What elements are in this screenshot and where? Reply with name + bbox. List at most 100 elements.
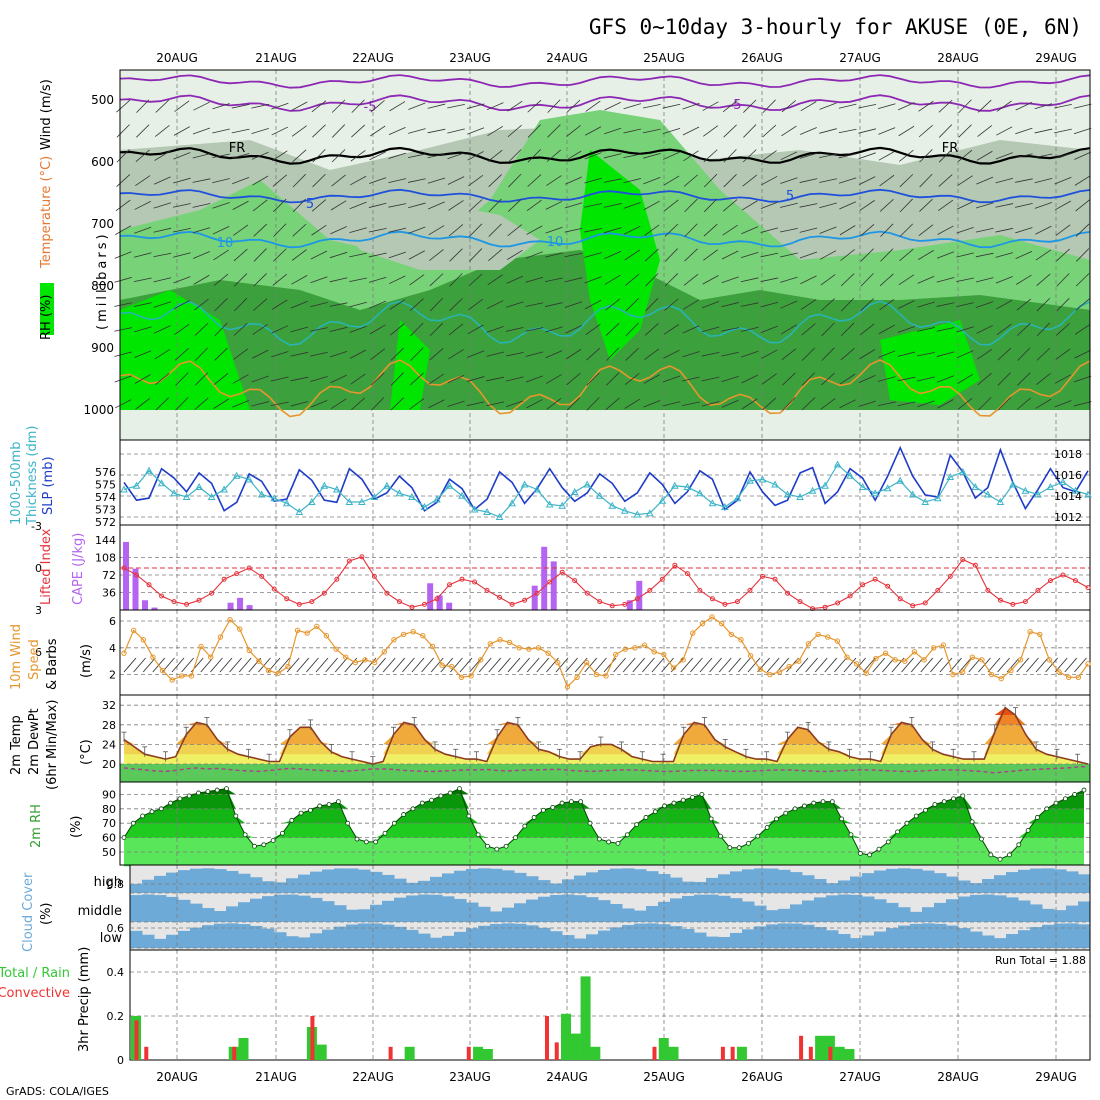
lifted-index-point: [572, 578, 578, 584]
wind-barb: [427, 153, 446, 159]
cape-tick: 144: [95, 534, 116, 547]
wind-barb: [1075, 298, 1090, 311]
cloud-bar: [862, 873, 875, 893]
wind-barbs-label: & Barbs: [45, 638, 60, 690]
thickness-point: [946, 472, 955, 480]
cloud-bar: [814, 879, 827, 893]
cape-bar: [123, 541, 129, 610]
wind-speed-point: [882, 650, 889, 656]
wind-barb: [329, 302, 348, 307]
thickness-point: [120, 485, 128, 493]
wind-barb: [428, 201, 445, 210]
cloud-bar: [694, 932, 707, 948]
precip-total-bar: [316, 1044, 327, 1060]
rh-point: [373, 839, 379, 845]
wind-barb: [192, 203, 211, 208]
wind-barb: [1015, 102, 1033, 111]
thickness-point: [933, 494, 942, 502]
cloud-bar: [922, 923, 935, 948]
wind-barb: [703, 198, 718, 213]
wind-barb: [271, 126, 289, 136]
wind-barb: [134, 200, 151, 210]
wind-barb: [743, 124, 757, 138]
wind-barb: [680, 657, 694, 673]
wind-barb: [1075, 223, 1090, 237]
wind-barb: [760, 277, 779, 283]
wind-speed-point: [333, 646, 339, 652]
wind-barb: [662, 103, 681, 109]
wind-barb: [977, 99, 992, 113]
wind-barb: [821, 322, 835, 337]
wind-barb: [1073, 103, 1092, 109]
wind-barb: [1034, 202, 1053, 209]
wind-barb: [995, 252, 1014, 258]
wind-barb: [898, 125, 915, 137]
temp-fill-layer: [124, 707, 1088, 725]
cloud-bar: [274, 932, 287, 948]
wind-barb: [527, 99, 542, 113]
wind-barb: [742, 149, 757, 163]
temp-line: [123, 706, 1089, 765]
cloud-bar: [262, 896, 275, 922]
wind-barb: [799, 227, 818, 233]
wind-barb: [701, 351, 720, 357]
thickness-point: [470, 505, 479, 513]
wind-barb: [369, 300, 387, 309]
precip-total-bar: [844, 1049, 855, 1060]
cloud-bar: [190, 927, 203, 948]
wind-barb: [840, 348, 855, 361]
wind-barb: [1036, 373, 1051, 385]
wind-barb: [662, 127, 681, 135]
lifted-index-point: [459, 576, 465, 582]
wind-barb: [1076, 248, 1090, 262]
wind-barb: [623, 178, 642, 184]
wind-speed-point: [468, 673, 474, 679]
cloud-bar: [322, 869, 335, 893]
wind-barb: [899, 248, 914, 262]
wind-speed-point: [728, 631, 735, 638]
wind-barb: [114, 302, 133, 307]
wind-barb: [623, 202, 641, 209]
wind-speed-point: [1085, 661, 1091, 667]
wind-barb: [613, 657, 626, 673]
rh-point: [1081, 787, 1087, 793]
precip-total-bar: [834, 1046, 845, 1060]
wind-barb: [486, 401, 505, 407]
wind-barb: [349, 252, 368, 258]
wind-barb: [996, 126, 1013, 136]
wind-barb: [703, 173, 718, 188]
wind-barb: [200, 657, 214, 673]
wind-barb: [310, 250, 328, 260]
wind-barb: [997, 347, 1012, 361]
cloud-bar: [610, 927, 623, 948]
top-date-label: 26AUG: [741, 51, 783, 65]
wind-barb: [409, 398, 425, 410]
temp-tick: 32: [102, 699, 116, 712]
wind-barb: [782, 372, 796, 386]
lifted-index-point: [960, 557, 966, 563]
contour-minus5-upper: [119, 74, 1091, 89]
wind-barb: [586, 397, 600, 411]
wind-barb: [312, 149, 326, 163]
wind-barb: [664, 248, 678, 262]
precip-total-bar: [404, 1046, 415, 1060]
wind-barb: [917, 275, 935, 284]
wind-barb: [486, 102, 504, 111]
wind-barb: [938, 149, 953, 163]
wind-barb: [860, 298, 874, 312]
cloud-bar: [946, 876, 959, 893]
cloud-bar: [982, 894, 995, 922]
wind-barb: [780, 276, 798, 283]
lifted-index-point: [1035, 587, 1041, 593]
wind-barb: [286, 657, 300, 673]
rh-point: [503, 843, 509, 849]
wind-barb: [858, 375, 876, 383]
rh-band: [340, 200, 540, 270]
wind-barb: [231, 153, 250, 159]
wind-barb: [407, 178, 426, 183]
wind-barb: [517, 657, 530, 673]
wind-barb: [487, 274, 503, 286]
cloud-bar: [754, 905, 767, 922]
thickness-point: [1084, 490, 1092, 498]
